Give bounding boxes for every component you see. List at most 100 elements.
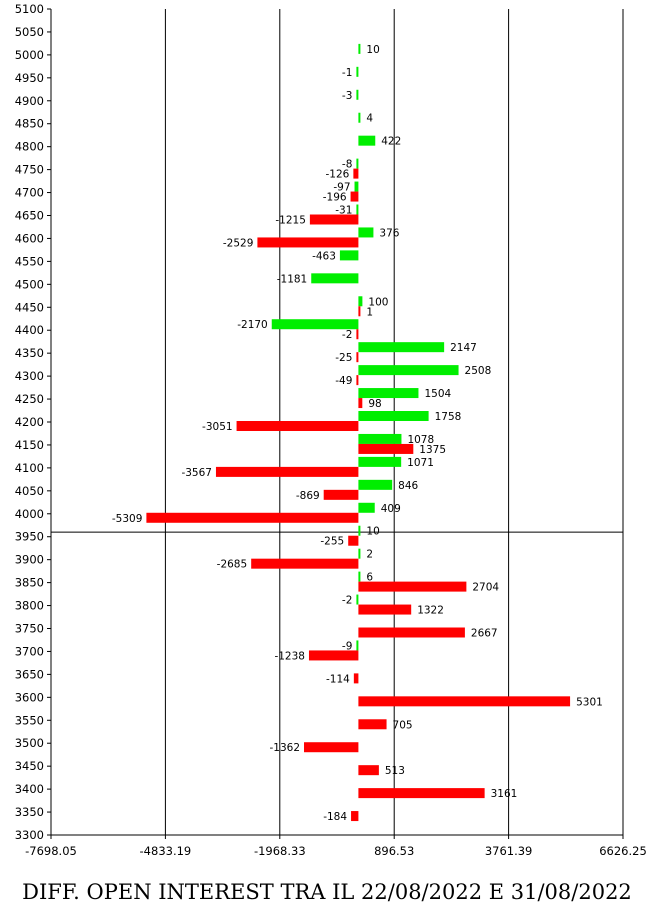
y-tick-label: 3550 (15, 713, 44, 727)
bar-label: 2667 (471, 628, 498, 640)
y-tick-label: 3950 (15, 530, 44, 544)
y-tick-label: 4600 (15, 231, 44, 245)
bar-label: -3 (342, 90, 352, 102)
y-tick-label: 4300 (15, 369, 44, 383)
bar (358, 135, 376, 146)
bar (353, 673, 359, 684)
bar-label: 1322 (417, 605, 444, 617)
bar-label: 2 (366, 549, 373, 561)
y-tick-label: 4850 (15, 117, 44, 131)
bar-label: -255 (320, 536, 344, 548)
y-tick-label: 3350 (15, 805, 44, 819)
bar-label: -31 (335, 205, 352, 217)
bar-label: 2704 (472, 582, 499, 594)
bar-label: -1181 (277, 273, 308, 285)
bar (304, 742, 359, 753)
bar (356, 158, 359, 169)
bar (358, 696, 571, 707)
bar-label: -9 (342, 640, 352, 652)
bar (356, 640, 359, 651)
bar-label: 2147 (450, 342, 477, 354)
y-tick-label: 4750 (15, 163, 44, 177)
y-tick-label: 5100 (15, 2, 44, 16)
y-tick-label: 4500 (15, 277, 44, 291)
x-tick-label: -1968.33 (254, 844, 306, 858)
bar (356, 329, 359, 340)
y-tick-label: 4250 (15, 392, 44, 406)
open-interest-chart: 3300 3350 3400 3450 3500 3550 3600 3650 3700 3750… (15, 2, 647, 858)
bar-label: 422 (381, 136, 401, 148)
chart-caption: DIFF. OPEN INTEREST TRA IL 22/08/2022 E … (22, 880, 632, 904)
bar (358, 502, 375, 513)
y-tick-label: 4550 (15, 254, 44, 268)
y-tick-label: 4450 (15, 300, 44, 314)
x-tick-label: 896.53 (374, 844, 414, 858)
y-tick-label: 3450 (15, 759, 44, 773)
bar-label: 846 (398, 480, 418, 492)
bar-label: 1504 (424, 388, 451, 400)
y-tick-label: 4700 (15, 186, 44, 200)
bar-label: -3051 (202, 421, 233, 433)
y-tick-label: 4900 (15, 94, 44, 108)
bar-label: -2170 (237, 319, 268, 331)
bar (356, 352, 359, 363)
bar-label: 1758 (435, 411, 462, 423)
bar (354, 181, 359, 192)
y-tick-label: 4050 (15, 484, 44, 498)
y-tick-label: 3900 (15, 553, 44, 567)
y-tick-label: 3750 (15, 622, 44, 636)
bar (215, 466, 359, 477)
y-tick-label: 4800 (15, 140, 44, 154)
bar-label: 6 (366, 572, 373, 584)
y-tick-label: 4150 (15, 438, 44, 452)
y-tick-label: 3300 (15, 828, 44, 842)
bar (358, 306, 361, 317)
bar (353, 168, 359, 179)
bar-label: -184 (323, 811, 347, 823)
bar (358, 112, 361, 123)
x-tick-label: -7698.05 (25, 844, 77, 858)
y-tick-label: 4950 (15, 71, 44, 85)
y-tick-label: 5050 (15, 25, 44, 39)
bar-label: -1 (342, 67, 352, 79)
y-tick-label: 3800 (15, 599, 44, 613)
bar-label: 1 (366, 306, 373, 318)
bar (358, 788, 485, 799)
bar (146, 512, 359, 523)
bar-label: 5301 (576, 696, 603, 708)
bar-label: -2 (342, 595, 352, 607)
bar (323, 489, 359, 500)
bar-label: 4 (366, 113, 373, 125)
bar-label: 98 (368, 398, 381, 410)
y-tick-label: 3500 (15, 736, 44, 750)
bar (358, 719, 387, 730)
bar (271, 319, 359, 330)
y-tick-label: 5000 (15, 48, 44, 62)
bar-label: -196 (323, 192, 347, 204)
bar (358, 443, 414, 454)
y-tick-label: 4000 (15, 507, 44, 521)
bar (257, 237, 359, 248)
bar-label: 376 (379, 227, 399, 239)
bar-label: -5309 (112, 513, 143, 525)
bar (358, 296, 363, 307)
y-tick-label: 4350 (15, 346, 44, 360)
bar (358, 227, 374, 238)
bar (358, 456, 402, 467)
y-tick-label: 3850 (15, 576, 44, 590)
bar-label: -49 (335, 375, 352, 387)
bar-label: -869 (296, 490, 320, 502)
bar-label: -114 (326, 673, 350, 685)
bar (251, 558, 359, 569)
bar (358, 604, 412, 615)
bar (358, 581, 467, 592)
bar-label: -8 (342, 159, 352, 171)
y-tick-label: 3700 (15, 644, 44, 658)
bar-label: -2529 (223, 237, 254, 249)
bar (311, 273, 359, 284)
bar-label: -1362 (269, 742, 300, 754)
bar (339, 250, 359, 261)
bar-label: 705 (393, 719, 413, 731)
y-tick-label: 4650 (15, 209, 44, 223)
bar-label: 2508 (465, 365, 492, 377)
